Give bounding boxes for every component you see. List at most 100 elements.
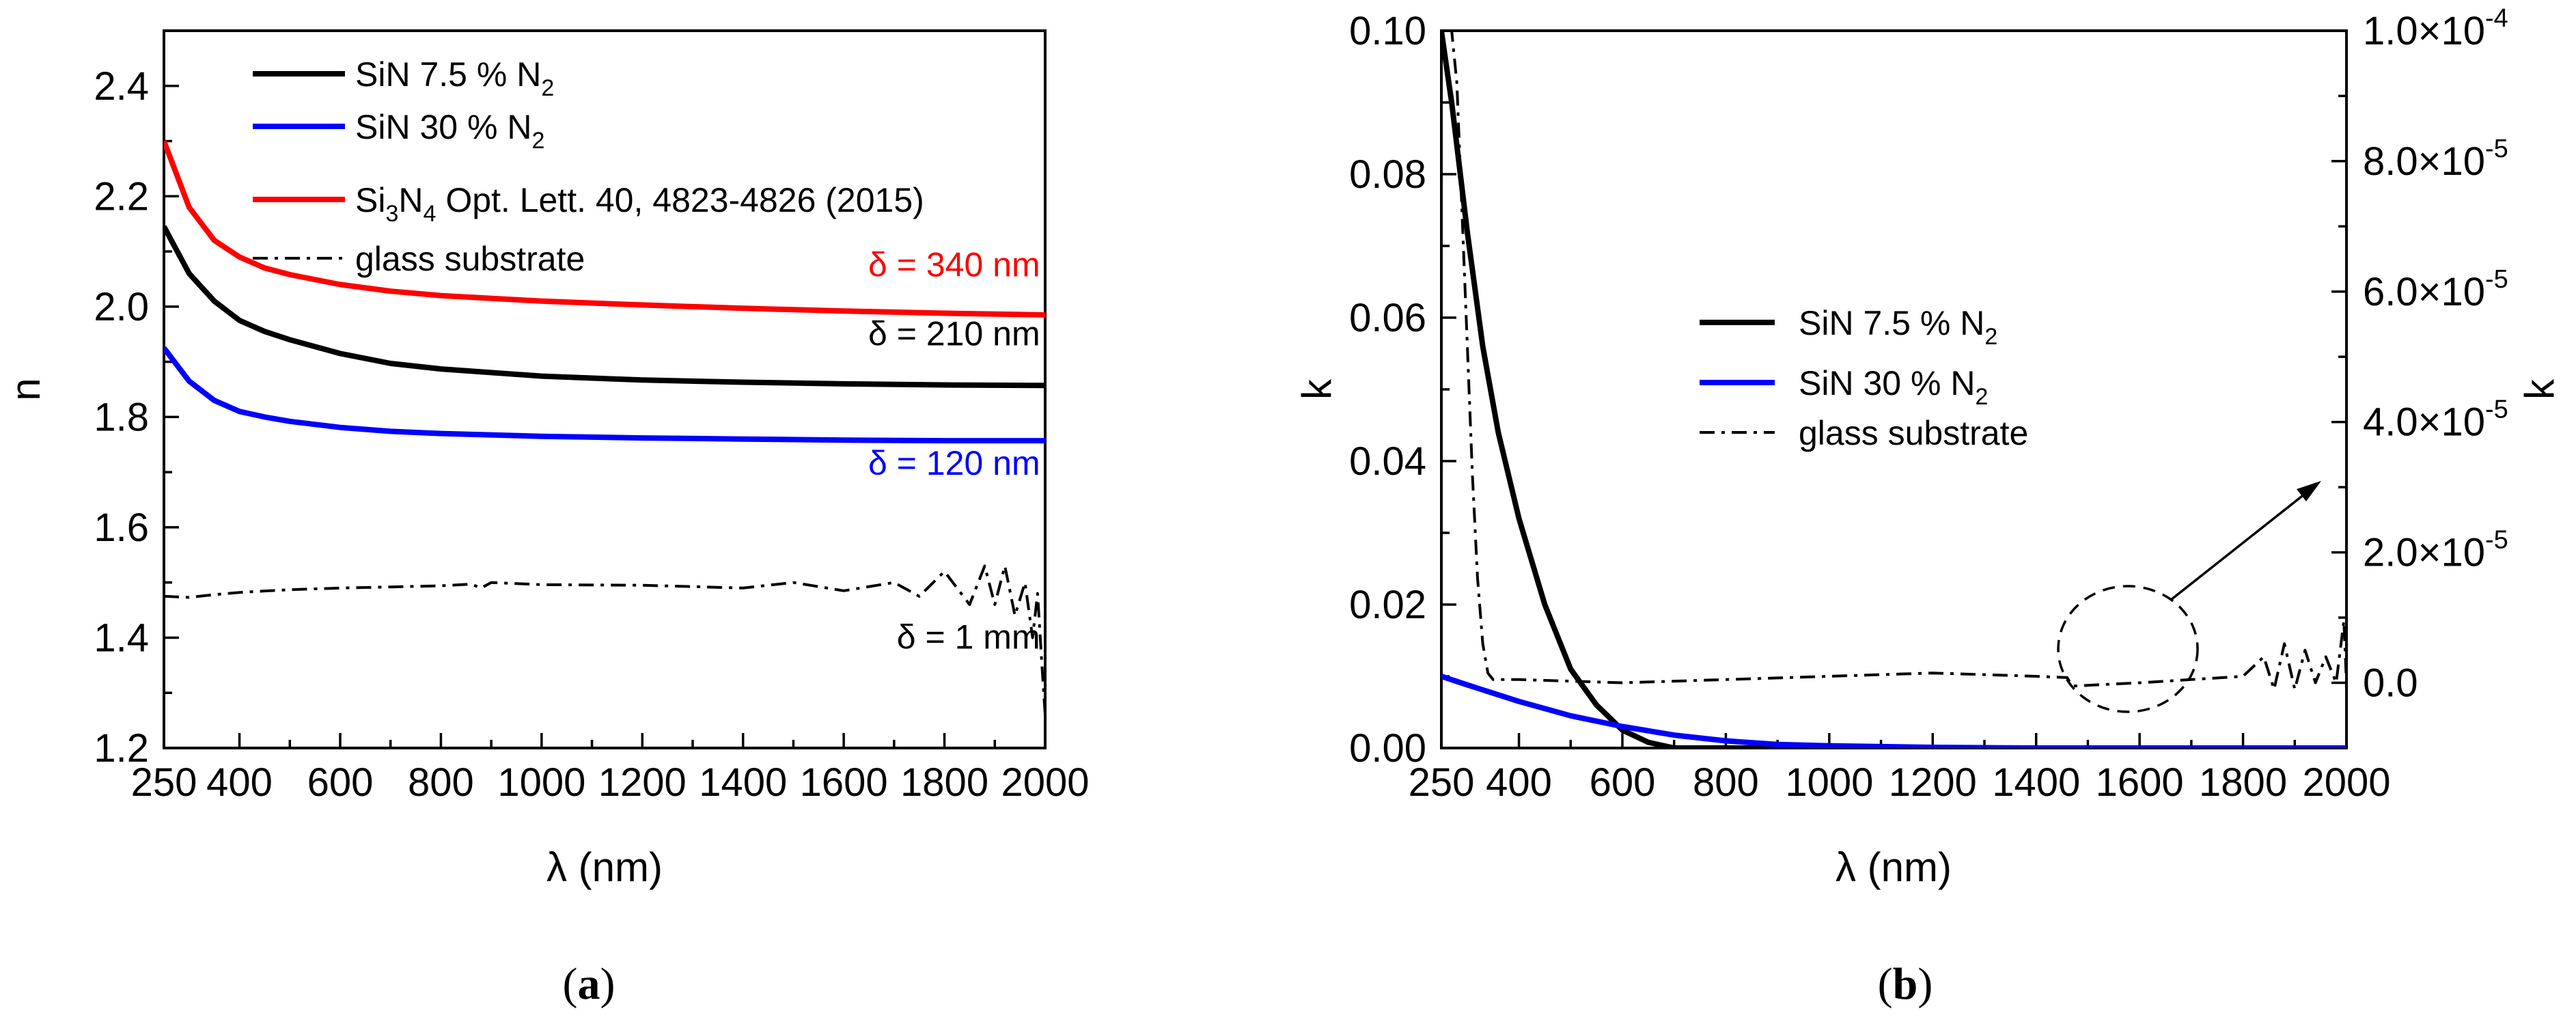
x-tick-label: 400 [206,760,273,805]
legend-label-sub: 3 [385,201,398,227]
plot-frame-a [163,29,1047,749]
series-line-sin-30-n2 [1441,674,2346,748]
x-tick-label: 1800 [900,760,988,805]
y-axis-ticks-b: 0.00 0.02 0.04 0.06 0.08 0.10 [1349,9,1456,771]
x-tick-label: 600 [1590,760,1656,805]
caption-a: (a) [563,959,615,1009]
caption-b: (b) [1878,959,1933,1009]
y-right-tick-exponent: -4 [2485,4,2508,33]
y-tick-label: 2.2 [94,174,149,219]
y-right-tick-exponent: -5 [2485,396,2508,424]
y-axis-right-label-b: k [2517,378,2562,400]
zoom-arrow-head [2297,481,2321,501]
y-tick-label: 0.10 [1349,9,1426,53]
caption-a-close: ) [600,959,615,1009]
x-axis-label-a-unit: (nm) [567,844,663,890]
x-tick-label: 2000 [1001,760,1089,805]
legend-label-tail: Opt. Lett. 40, 4823-4826 (2015) [436,181,924,219]
x-axis-label-b-unit: (nm) [1856,844,1952,890]
y-axis-label-b: k [1294,378,1340,400]
y-tick-label: 1.2 [94,726,149,771]
legend-label: SiN 30 % N2 [355,108,544,154]
y-right-tick-exponent: -5 [2485,265,2508,294]
y-right-tick-label: 6.0×10-5 [2363,265,2508,314]
series-line-glass-substrate [164,564,1045,715]
legend-label-sub2: 4 [424,201,437,227]
x-axis-ticks-b: 250 400 600 800 1000 1200 1400 1600 1800 2000 [1409,733,2391,805]
y-tick-label: 0.06 [1349,296,1426,340]
legend-label-main: SiN 7.5 % N [1799,304,1984,342]
y-tick-label: 0.02 [1349,583,1426,627]
thickness-label: δ = 340 nm [868,245,1040,283]
legend-label-sub: 2 [1984,324,1997,350]
x-tick-label: 250 [1409,760,1475,805]
caption-b-letter: b [1893,959,1918,1009]
y-right-tick-label: 0.0 [2363,661,2418,706]
y-right-tick-exponent: -5 [2485,526,2508,555]
series-line-glass-substrate [1448,31,2346,691]
legend-label-sub: 2 [1975,384,1988,410]
legend-label: glass substrate [355,240,585,278]
series-line-sin-7-5-n2 [164,225,1045,389]
x-tick-label: 1800 [2199,760,2287,805]
y-right-tick-mantissa: 4.0×10 [2363,400,2485,445]
x-axis-label-b: λ (nm) [1836,844,1952,890]
x-axis-label-b-symbol: λ [1836,844,1856,890]
x-tick-label: 1200 [598,760,687,805]
y-right-tick-label: 8.0×10-5 [2363,135,2508,184]
x-axis-ticks-a: 250 400 600 800 1000 1200 1400 1600 1800 2000 [131,733,1090,805]
y-right-tick-exponent: -5 [2485,135,2508,163]
legend-label: Si3N4 Opt. Lett. 40, 4823-4826 (2015) [355,181,924,227]
y-right-tick-label: 2.0×10-5 [2363,526,2508,575]
series-line-si3n4-opt-lett-40-4823-4826-2015- [164,140,1045,318]
thickness-label: δ = 1 mm [897,618,1040,656]
legend-label: SiN 7.5 % N2 [355,55,554,101]
x-axis-label-a: λ (nm) [546,844,663,890]
legend-label-main: SiN 7.5 % N [355,55,541,94]
y-tick-label: 2.4 [94,64,149,109]
y-right-tick-mantissa: 0.0 [2363,661,2418,706]
legend-label-main: glass substrate [355,240,585,278]
x-tick-label: 1400 [699,760,787,805]
y-right-tick-mantissa: 2.0×10 [2363,531,2485,575]
y-axis-ticks-a: 1.2 1.4 1.6 1.8 2.0 2.2 2.4 [94,64,179,771]
x-tick-label: 250 [131,760,197,805]
x-tick-label: 2000 [2302,760,2390,805]
y-right-tick-label: 4.0×10-5 [2363,396,2508,445]
legend-label-main: glass substrate [1799,414,2028,452]
x-tick-label: 1400 [1992,760,2080,805]
legend-label: SiN 30 % N2 [1799,364,1988,410]
x-tick-label: 600 [307,760,374,805]
legend-label: glass substrate [1799,414,2028,452]
x-tick-label: 800 [408,760,474,805]
annotations-a: δ = 340 nm δ = 210 nm δ = 120 nm δ = 1 mm [868,245,1040,656]
caption-a-open: ( [563,959,578,1009]
x-tick-label: 800 [1693,760,1759,805]
y-tick-label: 2.0 [94,285,149,329]
series-line-sin-30-n2 [164,346,1045,444]
thickness-label: δ = 210 nm [868,314,1040,352]
caption-b-open: ( [1878,959,1893,1009]
legend-label-sub: 2 [541,75,554,101]
legend-label: SiN 7.5 % N2 [1799,304,1997,350]
caption-a-letter: a [578,959,600,1009]
y-axis-label-a: n [3,378,49,400]
series-group-b [1441,31,2346,748]
y-right-tick-mantissa: 8.0×10 [2363,139,2485,184]
legend-label-main: SiN 30 % N [355,108,531,146]
chart-panel-b: 250 400 600 800 1000 1200 1400 1600 1800 2000 0.0… [1294,4,2562,1009]
y-tick-label: 1.4 [94,615,149,660]
legend-label-main: SiN 30 % N [1799,364,1975,402]
zoom-circle [2057,585,2199,713]
y-right-tick-mantissa: 6.0×10 [2363,270,2485,314]
x-tick-label: 1600 [800,760,888,805]
x-tick-label: 1600 [2096,760,2184,805]
y-axis-right-ticks-b: 0.02.0×10-54.0×10-56.0×10-58.0×10-51.0×1… [2331,4,2508,749]
y-tick-label: 1.6 [94,506,149,550]
x-tick-label: 1000 [1785,760,1873,805]
y-tick-label: 1.8 [94,395,149,439]
x-axis-label-a-symbol: λ [546,844,567,890]
zoom-arrow [2170,485,2316,601]
